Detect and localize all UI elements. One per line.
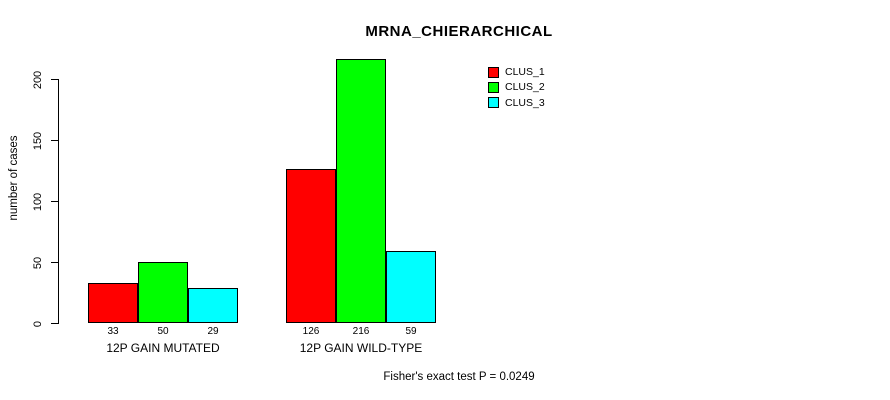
bar-value-label: 59 bbox=[405, 326, 417, 337]
legend-label-clus-1: CLUS_1 bbox=[505, 66, 545, 78]
bar-value-label: 126 bbox=[302, 326, 320, 337]
chart-title: MRNA_CHIERARCHICAL bbox=[365, 23, 553, 40]
legend: CLUS_1 CLUS_2 CLUS_3 bbox=[488, 66, 545, 112]
legend-swatch-clus-3-icon bbox=[488, 97, 499, 109]
x-category-label: 12P GAIN WILD-TYPE bbox=[299, 341, 423, 355]
bar-clus_3 bbox=[188, 288, 238, 323]
y-tick-mark bbox=[51, 323, 58, 325]
y-tick-label: 100 bbox=[32, 192, 44, 211]
bar-value-label: 29 bbox=[207, 326, 219, 337]
y-tick-mark bbox=[51, 140, 58, 142]
bar-clus_1 bbox=[88, 283, 138, 323]
legend-swatch-clus-1-icon bbox=[488, 66, 499, 78]
legend-label-clus-3: CLUS_3 bbox=[505, 96, 545, 109]
bar-value-label: 33 bbox=[107, 326, 119, 337]
y-axis-line bbox=[58, 79, 60, 325]
y-tick-mark bbox=[51, 201, 58, 203]
bar-clus_2 bbox=[138, 262, 188, 323]
legend-item-clus-1: CLUS_1 bbox=[488, 66, 545, 78]
legend-swatch-clus-2-icon bbox=[488, 81, 499, 93]
bar-value-label: 216 bbox=[352, 326, 370, 337]
legend-label-clus-2: CLUS_2 bbox=[505, 81, 545, 94]
y-tick-label: 0 bbox=[32, 320, 44, 327]
bar-value-label: 50 bbox=[157, 326, 169, 337]
x-category-label: 12P GAIN MUTATED bbox=[106, 341, 220, 355]
legend-item-clus-2: CLUS_2 bbox=[488, 81, 545, 93]
bar-clus_3 bbox=[386, 251, 436, 323]
y-tick-mark bbox=[51, 79, 58, 81]
bar-clus_1 bbox=[286, 169, 336, 323]
legend-item-clus-3: CLUS_3 bbox=[488, 97, 545, 109]
bar-clus_2 bbox=[336, 59, 386, 323]
footnote-fishers-test: Fisher's exact test P = 0.0249 bbox=[383, 371, 535, 383]
y-axis-title: number of cases bbox=[8, 135, 20, 221]
y-tick-label: 150 bbox=[32, 131, 44, 150]
y-tick-label: 50 bbox=[32, 256, 44, 269]
y-tick-label: 200 bbox=[32, 70, 44, 89]
y-tick-mark bbox=[51, 262, 58, 264]
